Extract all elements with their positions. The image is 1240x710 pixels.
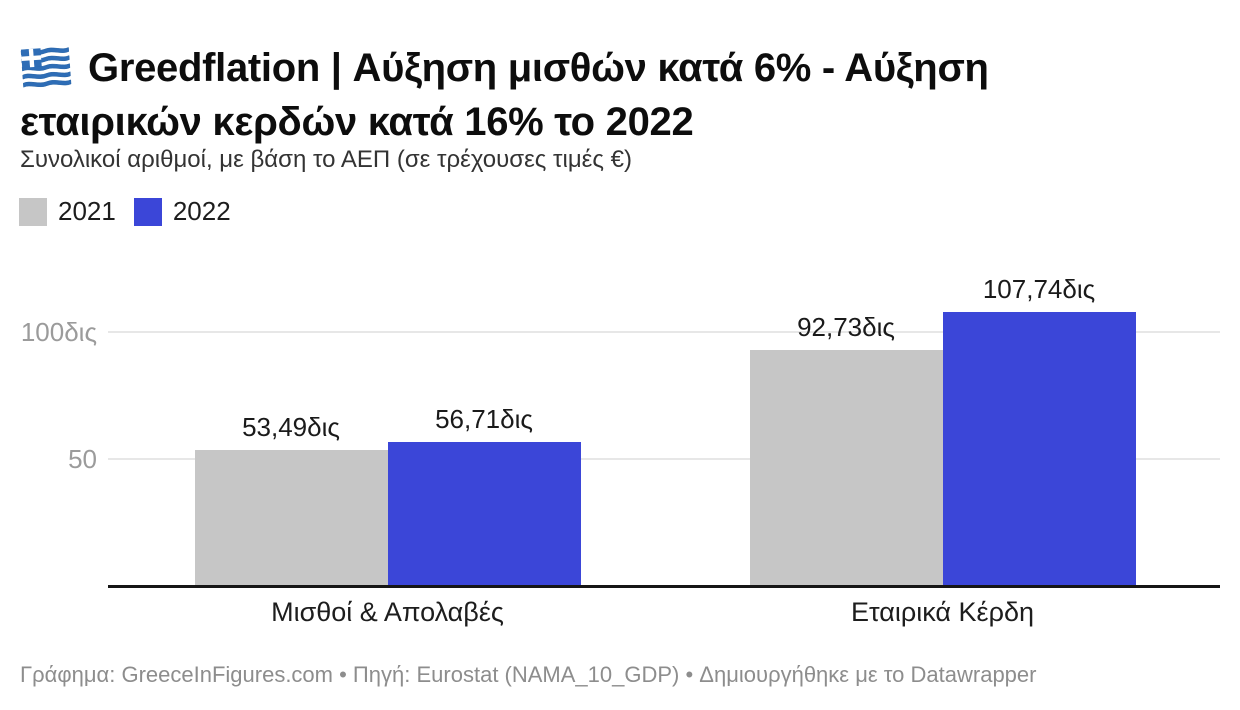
category-label-1: Μισθοί & Απολαβές	[271, 597, 504, 627]
legend-label-2021: 2021	[58, 196, 116, 226]
y-tick-label-100: 100δις	[20, 317, 97, 347]
chart-footer-byline: Γράφημα: GreeceInFigures.com • Πηγή: Eur…	[20, 662, 1037, 687]
bar-2021-category-2[interactable]	[749, 350, 943, 585]
x-axis-baseline	[108, 585, 1220, 588]
bar-value-label-2021-category-1: 53,49δις	[242, 411, 340, 442]
category-label-2: Εταιρικά Κέρδη	[851, 597, 1034, 627]
title-line-2: εταιρικών κερδών κατά 16% το 2022	[20, 99, 694, 144]
bar-2021-category-1[interactable]	[194, 449, 388, 585]
bar-2022-category-1[interactable]	[387, 441, 581, 585]
bar-value-label-2022-category-2: 107,74δις	[982, 274, 1096, 305]
chart-legend: 2021 2022	[19, 196, 231, 227]
legend-label-2022: 2022	[172, 196, 231, 226]
bar-value-label-2021-category-2: 92,73δις	[797, 312, 895, 343]
legend-swatch-2022	[133, 197, 162, 226]
chart-subtitle: Συνολικοί αριθμοί, με βάση το ΑΕΠ (σε τρ…	[20, 146, 632, 173]
chart-title: Greedflation | Αύξηση μισθών κατά 6% - Α…	[20, 45, 1200, 146]
bar-2022-category-2[interactable]	[942, 312, 1136, 585]
y-tick-label-50: 50	[68, 443, 97, 474]
greek-flag-icon	[20, 45, 72, 99]
legend-item-2022: 2022	[133, 196, 231, 227]
y-gridline-100	[108, 331, 1220, 333]
legend-swatch-2021	[19, 197, 47, 226]
bar-value-label-2022-category-1: 56,71δις	[435, 403, 533, 434]
title-line-1: Greedflation | Αύξηση μισθών κατά 6% - Α…	[88, 45, 989, 90]
y-gridline-50	[108, 457, 1220, 460]
legend-item-2021: 2021	[19, 196, 116, 227]
